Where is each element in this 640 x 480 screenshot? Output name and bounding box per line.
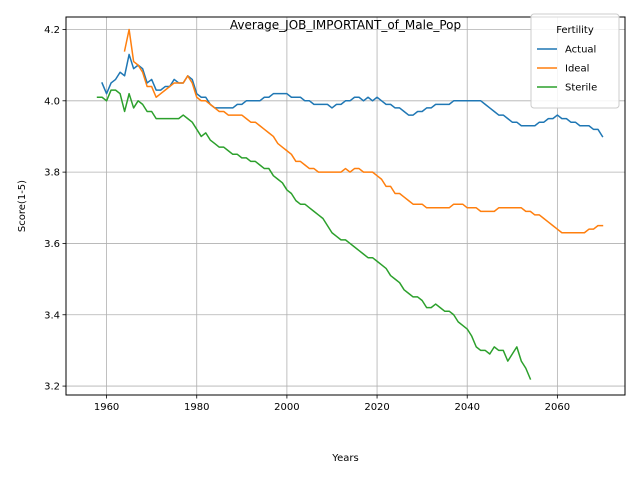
x-tick-label: 2040: [454, 402, 479, 413]
chart-title: Average_JOB_IMPORTANT_of_Male_Pop: [230, 18, 461, 32]
series-lines: [96, 28, 604, 380]
y-tick-label: 3.8: [44, 168, 60, 179]
y-tick-label: 3.2: [44, 382, 60, 393]
x-tick-label: 2020: [364, 402, 389, 413]
y-tick-label: 4.2: [44, 25, 60, 36]
legend-box: [530, 13, 620, 109]
x-axis-label: Years: [331, 453, 358, 464]
x-tick-label: 2060: [545, 402, 570, 413]
series-line-sterile: [96, 89, 532, 380]
legend-label-actual: Actual: [565, 45, 596, 56]
legend: Fertility Actual Ideal Sterile: [530, 13, 620, 109]
x-tick-label: 1960: [94, 402, 119, 413]
y-axis-label: Score(1-5): [17, 180, 28, 232]
plot-frame: [65, 16, 626, 396]
legend-title: Fertility: [556, 25, 594, 36]
x-tick-label: 1980: [184, 402, 209, 413]
legend-entries: Actual Ideal Sterile: [537, 45, 597, 94]
legend-label-sterile: Sterile: [565, 83, 597, 94]
y-tick-label: 4.0: [44, 96, 60, 107]
series-line-ideal: [123, 28, 604, 234]
y-tick-label: 3.4: [44, 310, 60, 321]
y-tick-label: 3.6: [44, 239, 60, 250]
legend-label-ideal: Ideal: [565, 64, 589, 75]
axis-ticks: 1960 1980 2000 2020 2040 2060 3.2 3.4 3.6 3.8 4.0 4…: [44, 25, 570, 413]
x-tick-label: 2000: [274, 402, 299, 413]
